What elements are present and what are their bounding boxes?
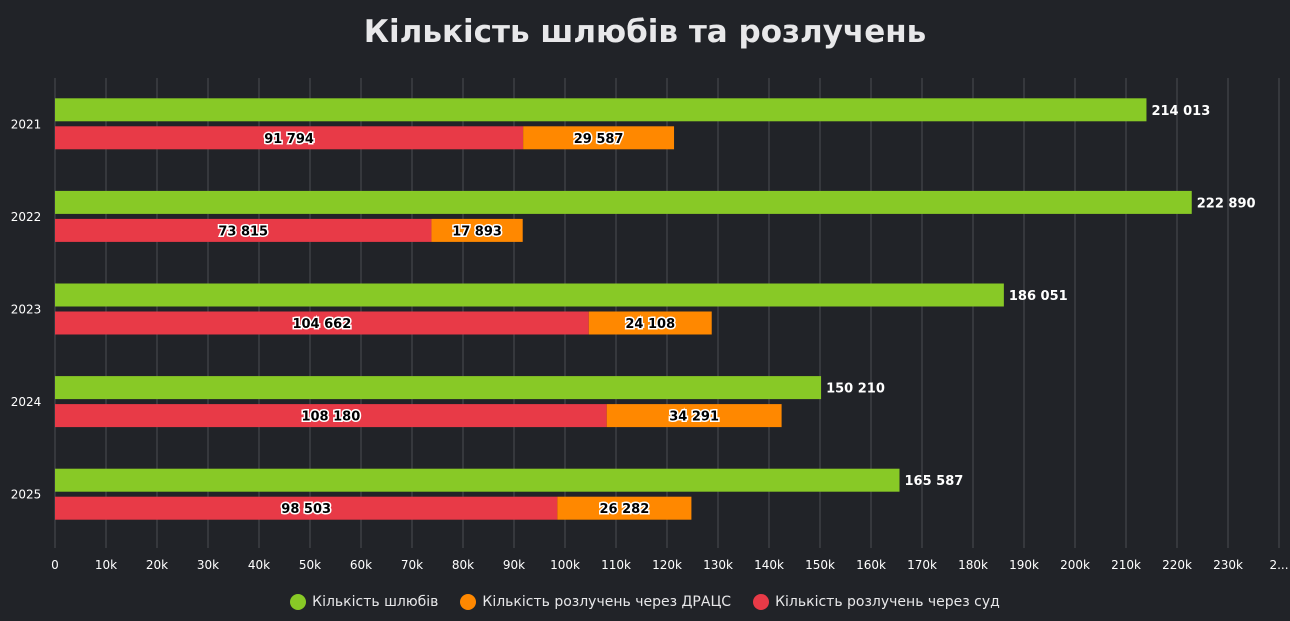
bar-divorces-court [55, 496, 558, 520]
x-tick-label: 70k [401, 558, 423, 572]
x-tick-label: 140k [754, 558, 784, 572]
chart-title: Кількість шлюбів та розлучень [363, 14, 927, 50]
data-label-marriages: 150 210 [826, 382, 885, 397]
bar-divorces-dracs [431, 218, 523, 242]
bar-marriages [55, 98, 1147, 122]
y-category-label: 2022 [11, 210, 42, 224]
y-category-label: 2023 [11, 303, 42, 317]
data-label-divorces-court: 108 180 [301, 410, 360, 425]
x-tick-label: 200k [1060, 558, 1090, 572]
data-label-divorces-dracs: 17 893 [452, 224, 502, 239]
bar-divorces-court [55, 218, 432, 242]
legend-marker-icon [290, 594, 307, 610]
legend-item[interactable]: Кількість розлучень через ДРАЦС [460, 594, 731, 610]
y-category-label: 2025 [11, 488, 42, 502]
data-label-divorces-court: 73 815 [218, 224, 268, 239]
bar-divorces-court [55, 311, 589, 335]
legend-label: Кількість розлучень через ДРАЦС [482, 594, 732, 610]
x-tick-label: 30k [197, 558, 219, 572]
data-label-divorces-dracs: 26 282 [600, 502, 650, 517]
legend-marker-icon [460, 594, 477, 610]
data-label-divorces-court: 104 662 [292, 317, 351, 332]
data-label-divorces-dracs: 24 108 [625, 317, 675, 332]
bar-marriages [55, 190, 1192, 214]
bar-marriages [55, 468, 900, 492]
data-label-marriages: 165 587 [904, 474, 963, 489]
legend-label: Кількість розлучень через суд [775, 594, 1000, 610]
bar-marriages [55, 283, 1004, 307]
data-label-divorces-court: 91 794 [264, 132, 314, 147]
bar-divorces-dracs [588, 311, 712, 335]
legend-item[interactable]: Кількість шлюбів [290, 594, 438, 610]
x-tick-label: 120k [652, 558, 682, 572]
y-category-label: 2021 [11, 117, 42, 131]
x-tick-label: 100k [550, 558, 580, 572]
x-tick-label: 20k [146, 558, 168, 572]
x-tick-label: 10k [95, 558, 117, 572]
data-label-marriages: 222 890 [1197, 196, 1256, 211]
data-label-marriages: 214 013 [1151, 104, 1210, 119]
x-tick-label: 50k [299, 558, 321, 572]
bar-divorces-court [55, 126, 524, 150]
x-tick-label: 110k [601, 558, 631, 572]
x-tick-label: 0 [51, 558, 59, 572]
y-category-label: 2024 [11, 395, 42, 409]
bar-divorces-dracs [523, 126, 675, 150]
x-tick-label: 160k [856, 558, 886, 572]
data-label-divorces-dracs: 29 587 [574, 132, 624, 147]
x-tick-label: 220k [1162, 558, 1192, 572]
bar-divorces-dracs [557, 496, 692, 520]
data-label-marriages: 186 051 [1009, 289, 1068, 304]
x-tick-label: 170k [907, 558, 937, 572]
legend-marker-icon [753, 594, 770, 610]
data-label-divorces-dracs: 34 291 [669, 410, 719, 425]
x-tick-label: 150k [805, 558, 835, 572]
bar-divorces-court [55, 404, 607, 428]
x-tick-label: 130k [703, 558, 733, 572]
x-tick-label: 230k [1213, 558, 1243, 572]
x-tick-label: 210k [1111, 558, 1141, 572]
legend-label: Кількість шлюбів [312, 594, 439, 610]
bar-marriages [55, 376, 822, 400]
x-tick-label: 190k [1009, 558, 1039, 572]
x-tick-label: 40k [248, 558, 270, 572]
x-tick-label: 2... [1269, 558, 1288, 572]
legend: Кількість шлюбів Кількість розлучень чере… [0, 594, 1290, 610]
x-tick-label: 60k [350, 558, 372, 572]
bar-divorces-dracs [606, 404, 782, 428]
data-label-divorces-court: 98 503 [281, 502, 331, 517]
legend-item[interactable]: Кількість розлучень через суд [753, 594, 1000, 610]
x-tick-label: 80k [452, 558, 474, 572]
x-tick-label: 180k [958, 558, 988, 572]
x-tick-label: 90k [503, 558, 525, 572]
